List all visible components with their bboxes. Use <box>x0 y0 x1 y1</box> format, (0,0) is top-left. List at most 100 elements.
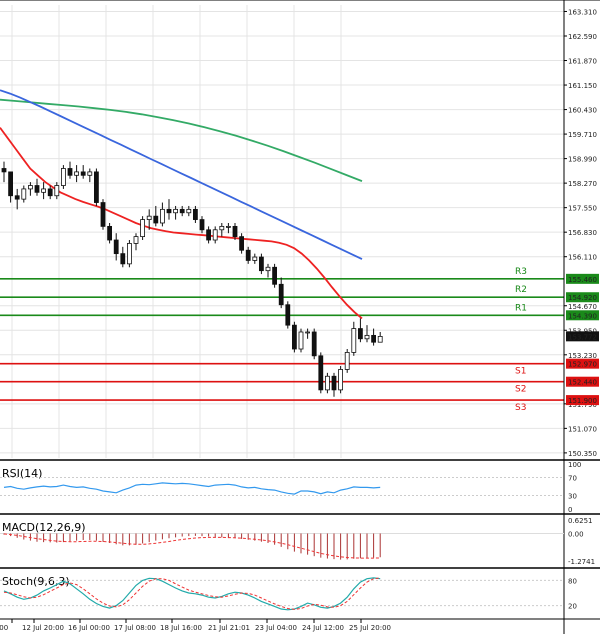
candle <box>87 168 93 183</box>
candle-body <box>285 304 291 326</box>
x-tick-label: 16 Jul 00:00 <box>68 624 110 632</box>
level-price-tag-bg <box>566 310 599 321</box>
rsi-tick-label: 70 <box>568 475 577 483</box>
stoch-title: Stoch(9,6,3) <box>2 575 70 588</box>
candle-body <box>338 369 344 391</box>
rsi-title: RSI(14) <box>2 467 42 480</box>
candle <box>140 216 146 241</box>
candle <box>67 161 73 179</box>
candle <box>80 165 86 179</box>
stoch-panel: Stoch(9,6,3) 80 20 <box>0 567 600 611</box>
candle-body <box>291 324 297 350</box>
last-price-tag-bg <box>566 331 599 342</box>
candle-body <box>265 266 271 272</box>
candle <box>113 233 119 261</box>
level-label-r1: R1 <box>515 303 527 313</box>
candle-body <box>173 208 179 214</box>
candle-body <box>87 171 93 176</box>
candle <box>1 161 7 183</box>
candle <box>74 165 79 183</box>
rsi-tick-label: 0 <box>568 506 572 514</box>
candle <box>324 372 330 394</box>
level-price-tag: 154.920 <box>568 294 597 302</box>
candle <box>186 205 192 217</box>
candle-body <box>27 185 33 190</box>
candle-body <box>371 334 377 343</box>
candle-body <box>140 219 146 238</box>
candle <box>371 328 377 346</box>
candle-body <box>133 236 139 244</box>
y-tick-label: 153.230 <box>568 352 597 360</box>
candle-body <box>8 171 14 197</box>
candle-body <box>357 328 363 340</box>
candle-body <box>232 225 238 238</box>
candle-body <box>14 195 20 200</box>
candle-body <box>74 171 79 176</box>
y-tick-label: 150.350 <box>568 450 597 458</box>
x-tick-label: 18 Jul 16:00 <box>160 624 202 632</box>
moving-averages <box>0 89 363 320</box>
candle <box>21 185 27 203</box>
candle <box>239 233 245 254</box>
x-tick-label: 24 Jul 12:00 <box>302 624 344 632</box>
candle <box>258 253 264 275</box>
candle <box>219 222 225 237</box>
candle-body <box>120 253 126 265</box>
candle <box>357 318 363 343</box>
candle-body <box>100 202 106 227</box>
candle <box>127 240 132 268</box>
candle <box>94 168 99 206</box>
candle-body <box>272 266 278 285</box>
candle-body <box>186 208 192 214</box>
candle-body <box>166 208 172 214</box>
candle <box>120 246 126 268</box>
candle <box>305 328 311 339</box>
candle <box>192 205 198 223</box>
candle-body <box>311 331 317 357</box>
y-tick-label: 156.110 <box>568 254 597 262</box>
level-price-tag-bg <box>566 358 599 369</box>
candle <box>146 209 152 230</box>
candle-body <box>54 185 60 197</box>
candle-body <box>258 256 264 272</box>
candle-body <box>34 185 40 193</box>
candle <box>34 178 40 196</box>
candle-body <box>331 375 337 391</box>
y-tick-label: 154.670 <box>568 303 597 311</box>
x-tick-label: 22:00 <box>0 624 8 632</box>
candle <box>206 226 212 244</box>
level-price-tag: 152.970 <box>568 361 597 369</box>
ma-blue-line <box>0 89 363 260</box>
candle-body <box>245 249 251 261</box>
level-price-tag: 154.390 <box>568 312 597 320</box>
candle <box>14 188 20 210</box>
candle-body <box>127 243 132 265</box>
candle-body <box>21 188 27 200</box>
candle <box>291 321 297 353</box>
candle-body <box>344 352 350 370</box>
ma-green-line <box>0 98 363 182</box>
candle <box>331 372 337 397</box>
macd-signal-line <box>3 533 381 559</box>
candle-body <box>61 168 66 186</box>
candle <box>318 352 324 394</box>
candle <box>285 301 291 329</box>
level-price-tag: 151.900 <box>568 397 597 405</box>
candle <box>179 205 185 217</box>
candle-body <box>80 171 86 176</box>
y-tick-label: 158.270 <box>568 180 597 188</box>
candle-body <box>107 225 112 241</box>
candle <box>232 222 238 241</box>
candle-body <box>351 328 357 353</box>
y-tick-label: 163.310 <box>568 8 597 16</box>
x-tick-label: 25 Jul 20:00 <box>349 624 391 632</box>
candle <box>278 277 284 309</box>
candle <box>338 366 344 394</box>
candle <box>41 182 46 200</box>
candle-body <box>219 225 225 231</box>
candle <box>107 222 112 244</box>
candle-body <box>225 225 231 228</box>
candle-body <box>41 188 46 193</box>
y-tick-label: 160.430 <box>568 107 597 115</box>
